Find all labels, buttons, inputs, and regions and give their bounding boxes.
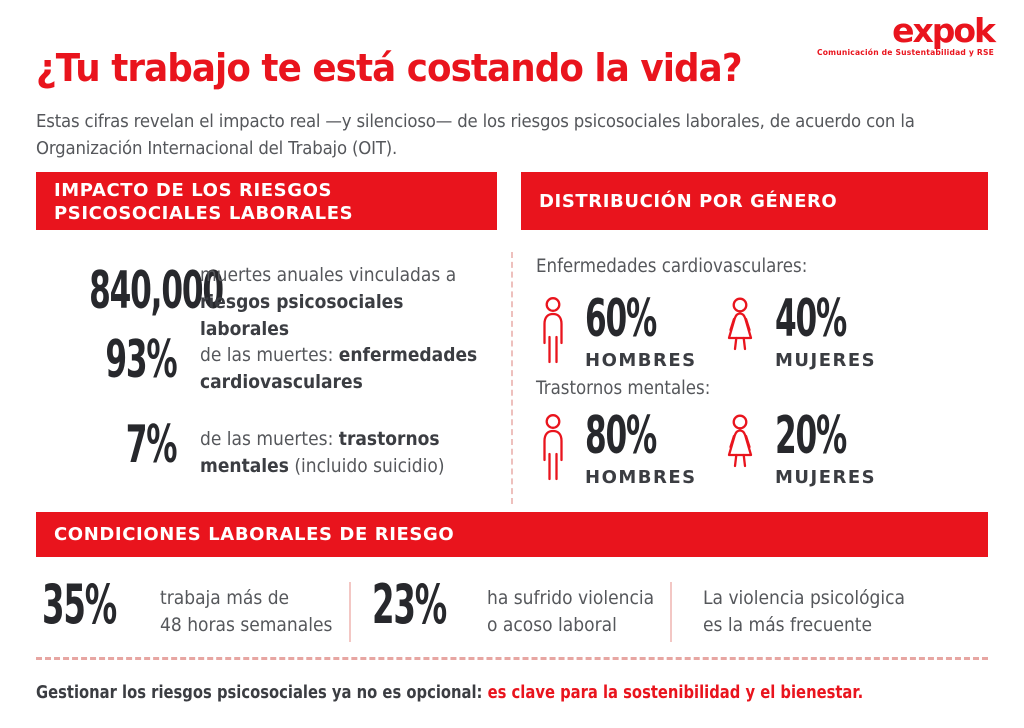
- pct-women-cardio: 40%: [775, 289, 847, 349]
- pct-men-cardio: 60%: [585, 289, 657, 349]
- expok-tagline: Comunicación de Sustentabilidad y RSE: [816, 48, 994, 57]
- female-icon: [727, 297, 753, 350]
- conditions-section-banner: CONDICIONES LABORALES DE RIESGO: [36, 512, 988, 557]
- pct-women-mental: 20%: [775, 406, 847, 466]
- label-women-mental: MUJERES: [775, 467, 877, 488]
- footer-divider-dashed: [36, 657, 988, 660]
- expok-wordmark: expok: [892, 11, 996, 50]
- gender-item-cardio-men: 60% HOMBRES: [538, 293, 703, 371]
- conditions-divider-1: [349, 582, 351, 642]
- gender-item-mental-men: 80% HOMBRES: [538, 410, 703, 488]
- conditions-banner-label: CONDICIONES LABORALES DE RIESGO: [54, 524, 455, 545]
- stat-overwork-number: 35%: [42, 573, 117, 636]
- gender-banner-label: DISTRIBUCIÓN POR GÉNERO: [539, 190, 838, 212]
- label-men-cardio: HOMBRES: [585, 350, 697, 371]
- stat-mental-text: de las muertes: trastornos mentales (inc…: [200, 428, 445, 477]
- gender-section-banner: DISTRIBUCIÓN POR GÉNERO: [521, 172, 988, 230]
- stat-mental-number: 7%: [125, 415, 177, 475]
- stat-violence-number: 23%: [372, 573, 447, 636]
- label-men-mental: HOMBRES: [585, 467, 697, 488]
- male-icon: [543, 413, 563, 480]
- stat-psychological-text: La violencia psicológica es la más frecu…: [703, 587, 906, 636]
- stat-cardio-text: de las muertes: enfermedades cardiovascu…: [200, 344, 478, 393]
- stat-deaths-number: 840,000: [89, 261, 224, 321]
- stat-violence-text: ha sufrido violencia o acoso laboral: [487, 587, 655, 636]
- intro-text: Estas cifras revelan el impacto real —y …: [36, 111, 915, 159]
- female-icon: [727, 414, 753, 467]
- pct-men-mental: 80%: [585, 406, 657, 466]
- stat-deaths-text: muertes anuales vinculadas a riesgos psi…: [200, 264, 457, 340]
- expok-logo: expok Comunicación de Sustentabilidad y …: [816, 11, 996, 57]
- impact-section-banner: IMPACTO DE LOS RIESGOS PSICOSOCIALES LAB…: [36, 172, 497, 230]
- male-icon: [543, 296, 563, 363]
- impact-banner-line1: IMPACTO DE LOS RIESGOS: [54, 180, 333, 201]
- page-title: ¿Tu trabajo te está costando la vida?: [36, 46, 743, 90]
- gender-group2-label: Trastornos mentales:: [536, 378, 711, 399]
- stat-cardio-number: 93%: [104, 330, 177, 390]
- conditions-divider-2: [670, 582, 672, 642]
- impact-banner-line2: PSICOSOCIALES LABORALES: [54, 203, 354, 224]
- gender-item-cardio-women: 40% MUJERES: [722, 293, 893, 371]
- gender-item-mental-women: 20% MUJERES: [722, 410, 893, 488]
- label-women-cardio: MUJERES: [775, 350, 877, 371]
- column-divider-dashed: [511, 252, 513, 504]
- gender-group1-label: Enfermedades cardiovasculares:: [536, 256, 808, 277]
- stat-overwork-text: trabaja más de 48 horas semanales: [160, 587, 333, 636]
- footer-text: Gestionar los riesgos psicosociales ya n…: [36, 682, 864, 703]
